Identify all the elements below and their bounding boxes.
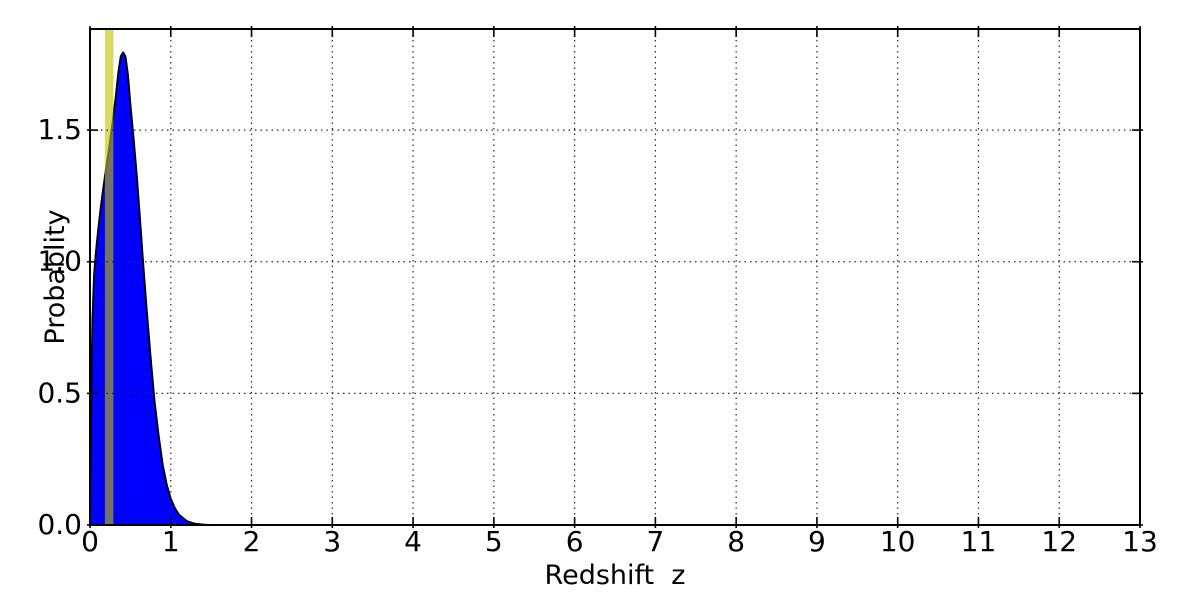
- pdf-curve: [89, 51, 213, 526]
- x-tick-label: 13: [1122, 525, 1158, 558]
- gridline-layer: [90, 29, 1140, 525]
- x-tick-label: 7: [646, 525, 664, 558]
- y-tick-label: 1.0: [37, 245, 82, 278]
- x-tick-label: 12: [1041, 525, 1077, 558]
- axes-spines: [89, 28, 1141, 526]
- x-tick-label: 6: [566, 525, 584, 558]
- y-tick-label: 1.5: [37, 113, 82, 146]
- y-tick-label: 0.5: [37, 376, 82, 409]
- tick-marks: [87, 26, 1143, 528]
- x-axis-label: Redshift z: [545, 560, 686, 591]
- plot-border: [89, 28, 1141, 526]
- x-tick-label: 3: [323, 525, 341, 558]
- pdf-area-layer: [89, 51, 213, 526]
- x-tick-label: 0: [81, 525, 99, 558]
- x-tick-label: 1: [162, 525, 180, 558]
- redshift-highlight-band: [104, 29, 114, 525]
- y-axis-label: Probablity: [40, 209, 71, 344]
- y-tick-label: 0.0: [37, 508, 82, 541]
- x-tick-label: 11: [961, 525, 997, 558]
- x-tick-label: 4: [404, 525, 422, 558]
- x-tick-label: 8: [727, 525, 745, 558]
- x-tick-label: 2: [243, 525, 261, 558]
- x-tick-label: 9: [808, 525, 826, 558]
- x-tick-label: 5: [485, 525, 503, 558]
- x-tick-label: 10: [880, 525, 916, 558]
- highlight-band-layer: [104, 29, 114, 525]
- tick-labels: 0 1 2 3 4 5 6 7 8 9 10 11 12 130.00.51.01.5: [37, 113, 1157, 558]
